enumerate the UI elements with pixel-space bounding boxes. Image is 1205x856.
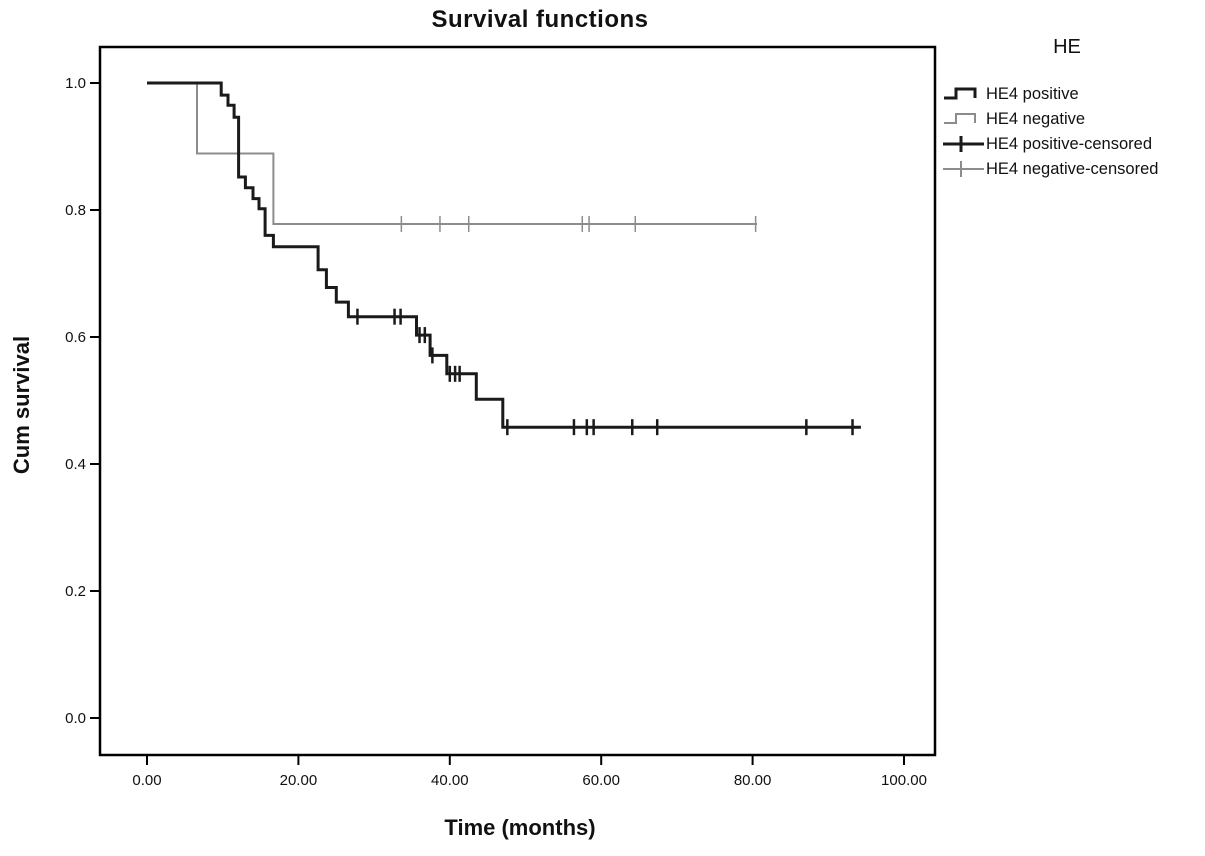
- legend-title: HE: [1053, 36, 1081, 58]
- survival-curve-he4-positive: [147, 81, 861, 429]
- x-tick-label: 40.00: [431, 772, 469, 789]
- y-tick-label: 0.2: [65, 583, 86, 600]
- x-tick-label: 20.00: [280, 772, 318, 789]
- step-line-icon: [944, 87, 977, 99]
- x-tick-label: 0.00: [132, 772, 161, 789]
- plus-line-icon: [943, 160, 984, 177]
- legend-item-label: HE4 negative: [986, 109, 1086, 128]
- legend-item-label: HE4 positive: [986, 84, 1079, 103]
- chart-title: Survival functions: [431, 6, 649, 33]
- legend-item-label: HE4 positive-censored: [986, 134, 1152, 153]
- plot-frame: [98, 45, 937, 757]
- x-tick-label: 100.00: [881, 772, 927, 789]
- step-line-icon: [944, 112, 976, 124]
- plus-line-icon: [943, 135, 984, 152]
- legend-item-he4-positive: HE4 positive: [942, 81, 1204, 106]
- y-tick-label: 0.8: [65, 202, 86, 219]
- x-axis-label: Time (months): [444, 815, 596, 840]
- legend-item-he4-positive-censored: HE4 positive-censored: [942, 131, 1204, 156]
- legend-item-he4-negative-censored: HE4 negative-censored: [942, 156, 1204, 181]
- legend-item-label: HE4 negative-censored: [986, 159, 1159, 178]
- y-tick-label: 0.6: [65, 329, 86, 346]
- x-tick-label: 60.00: [582, 772, 620, 789]
- y-axis-label: Cum survival: [9, 335, 34, 475]
- legend: HE HE4 positive HE4 negative HE4 positiv…: [942, 36, 1204, 181]
- y-tick-label: 0.0: [65, 710, 86, 727]
- x-tick-label: 80.00: [734, 772, 772, 789]
- y-tick-label: 1.0: [65, 75, 86, 92]
- y-tick-label: 0.4: [65, 456, 86, 473]
- legend-item-he4-negative: HE4 negative: [942, 106, 1204, 131]
